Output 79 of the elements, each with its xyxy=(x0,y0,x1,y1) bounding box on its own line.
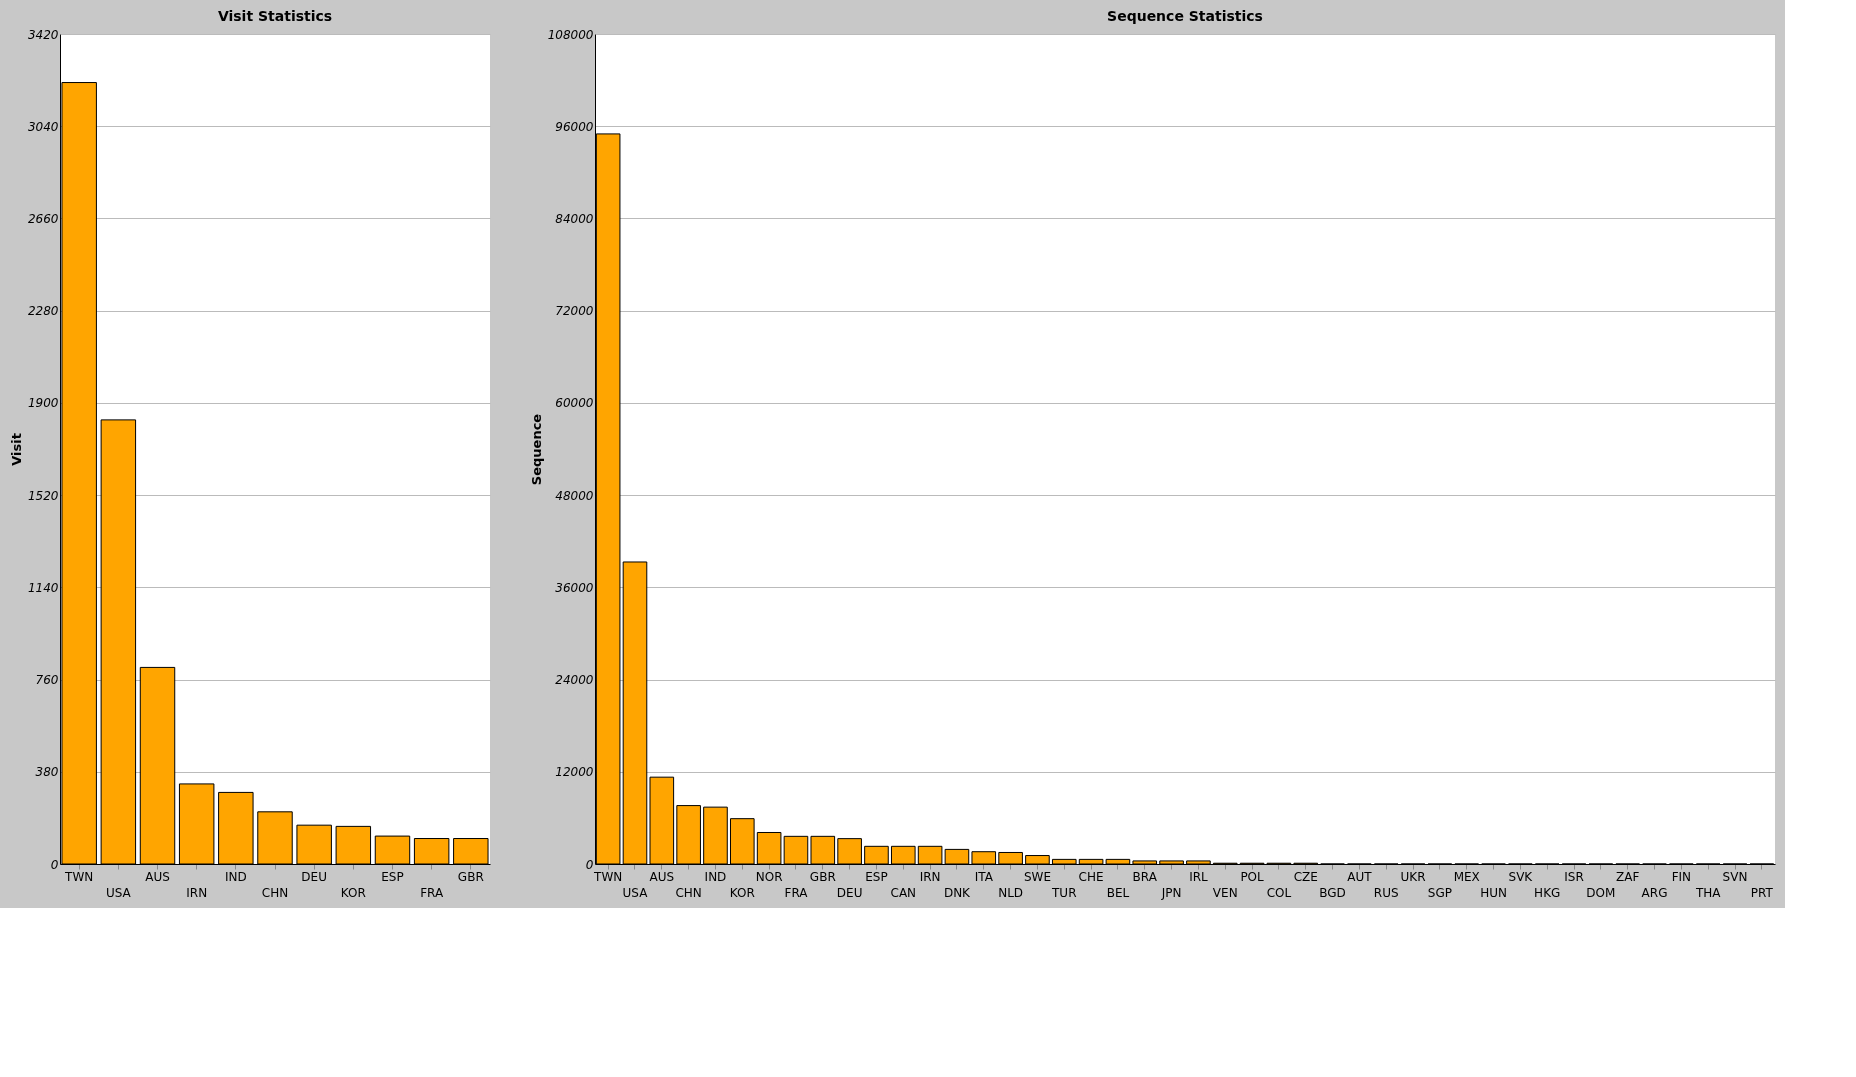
x-tick-label: ESP xyxy=(865,869,888,884)
y-tick-label: 2280 xyxy=(27,304,59,319)
x-tick-label: FRA xyxy=(784,885,809,900)
x-tick-label: ZAF xyxy=(1616,869,1640,884)
x-tick-label: PRT xyxy=(1750,885,1774,900)
x-tick-label: POL xyxy=(1240,869,1265,884)
x-tick-label: GBR xyxy=(809,869,836,884)
y-axis-title: Sequence xyxy=(528,413,544,486)
x-tick-label: CHN xyxy=(261,885,289,900)
x-tick-label: THA xyxy=(1694,885,1722,900)
x-tick-label: ARG xyxy=(1641,885,1668,900)
y-tick-label: 108000 xyxy=(547,27,594,42)
x-tick-label: DOM xyxy=(1586,885,1616,900)
x-tick-label: ISR xyxy=(1564,869,1584,884)
y-tick-label: 380 xyxy=(35,765,59,780)
x-tick-label: NOR xyxy=(755,869,783,884)
x-tick-label: HKG xyxy=(1534,885,1561,900)
x-tick-label: SVK xyxy=(1508,869,1534,884)
y-tick-label: 60000 xyxy=(555,396,594,411)
x-tick-label: DNK xyxy=(943,885,972,900)
x-tick-label: MEX xyxy=(1453,869,1480,884)
x-tick-label: UKR xyxy=(1400,869,1426,884)
x-tick-label: AUS xyxy=(649,869,675,884)
y-tick-label: 2660 xyxy=(27,211,59,226)
y-tick-label: 84000 xyxy=(555,211,594,226)
y-tick-label: 760 xyxy=(35,673,59,688)
x-tick-label: HUN xyxy=(1480,885,1507,900)
x-tick-label: DEU xyxy=(301,869,327,884)
y-axis-title: Visit xyxy=(8,433,24,466)
x-tick-label: BRA xyxy=(1132,869,1158,884)
x-tick-label: IRL xyxy=(1189,869,1209,884)
x-tick-label: IRN xyxy=(186,885,208,900)
x-tick-label: SGP xyxy=(1427,885,1452,900)
x-tick-label: AUT xyxy=(1347,869,1373,884)
x-tick-label: CHE xyxy=(1078,869,1104,884)
x-tick-label: BEL xyxy=(1106,885,1130,900)
x-tick-label: AUS xyxy=(145,869,170,884)
x-tick-label: USA xyxy=(622,885,649,900)
y-tick-label: 1900 xyxy=(27,396,59,411)
x-tick-label: SWE xyxy=(1023,869,1051,884)
x-tick-label: TWN xyxy=(64,869,94,884)
x-tick-label: FRA xyxy=(420,885,444,900)
x-tick-label: RUS xyxy=(1373,885,1399,900)
x-tick-label: VEN xyxy=(1212,885,1238,900)
y-tick-label: 3420 xyxy=(27,27,59,42)
x-tick-label: JPN xyxy=(1160,885,1182,900)
chart-title: Sequence Statistics xyxy=(1107,8,1263,24)
x-tick-label: GBR xyxy=(457,869,484,884)
y-tick-label: 48000 xyxy=(555,488,594,503)
y-tick-label: 36000 xyxy=(555,580,594,595)
y-tick-label: 96000 xyxy=(555,119,594,134)
y-tick-label: 3040 xyxy=(27,119,59,134)
x-tick-label: KOR xyxy=(729,885,755,900)
y-tick-label: 1520 xyxy=(27,488,59,503)
x-tick-label: CHN xyxy=(675,885,702,900)
x-tick-label: SVN xyxy=(1722,869,1748,884)
y-tick-label: 0 xyxy=(585,857,594,872)
x-tick-label: DEU xyxy=(836,885,863,900)
x-tick-label: CAN xyxy=(890,885,917,900)
x-tick-label: COL xyxy=(1266,885,1292,900)
chart-title: Visit Statistics xyxy=(217,8,333,24)
x-tick-label: IND xyxy=(224,869,247,884)
y-tick-label: 1140 xyxy=(27,580,59,595)
x-tick-label: FIN xyxy=(1671,869,1692,884)
x-tick-label: CZE xyxy=(1293,869,1318,884)
x-tick-label: ITA xyxy=(974,869,994,884)
y-tick-label: 24000 xyxy=(555,673,594,688)
x-tick-label: IRN xyxy=(919,869,941,884)
y-tick-label: 12000 xyxy=(555,765,594,780)
x-tick-label: BGD xyxy=(1319,885,1346,900)
y-tick-label: 72000 xyxy=(555,304,594,319)
x-tick-label: IND xyxy=(704,869,727,884)
y-tick-label: 0 xyxy=(50,857,59,872)
x-tick-label: NLD xyxy=(998,885,1024,900)
x-tick-label: TUR xyxy=(1051,885,1077,900)
x-tick-label: TWN xyxy=(593,869,623,884)
x-tick-label: ESP xyxy=(381,869,404,884)
x-tick-label: KOR xyxy=(340,885,366,900)
x-tick-label: USA xyxy=(105,885,132,900)
